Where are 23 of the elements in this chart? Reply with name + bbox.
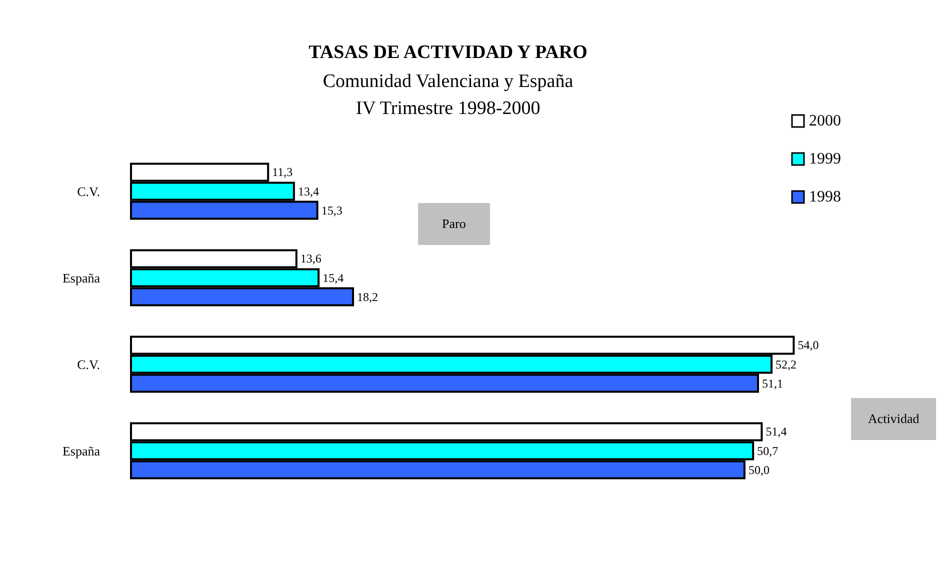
data-label: 15,3 — [321, 203, 342, 218]
note-box: Actividad — [851, 398, 936, 440]
data-label: 13,4 — [298, 184, 319, 198]
legend-label: 1998 — [809, 188, 841, 206]
data-label: 54,0 — [798, 338, 819, 352]
data-label: 11,3 — [272, 165, 293, 180]
data-label: 52,2 — [776, 357, 797, 372]
data-label: 51,1 — [762, 376, 784, 390]
data-label: 13,6 — [300, 252, 322, 266]
data-label: 51,4 — [766, 424, 787, 439]
chart-title: TASAS DE ACTIVIDAD Y PARO — [308, 42, 588, 63]
y-tick-label: C.V. — [77, 356, 100, 372]
data-label: 15,4 — [322, 270, 344, 285]
data-label: 18,2 — [357, 290, 378, 304]
legend-label: 2000 — [809, 112, 841, 130]
note-box: Paro — [418, 203, 490, 245]
y-tick-label: C.V. — [77, 184, 100, 199]
y-tick-label: España — [62, 270, 100, 286]
legend-label: 1999 — [809, 150, 841, 168]
data-label: 50,7 — [757, 444, 778, 458]
chart-subtitle: Comunidad Valenciana y España IV Trimestre 1998-2000 — [322, 71, 574, 119]
data-label: 50,0 — [748, 462, 770, 477]
y-tick-label: España — [62, 443, 100, 458]
